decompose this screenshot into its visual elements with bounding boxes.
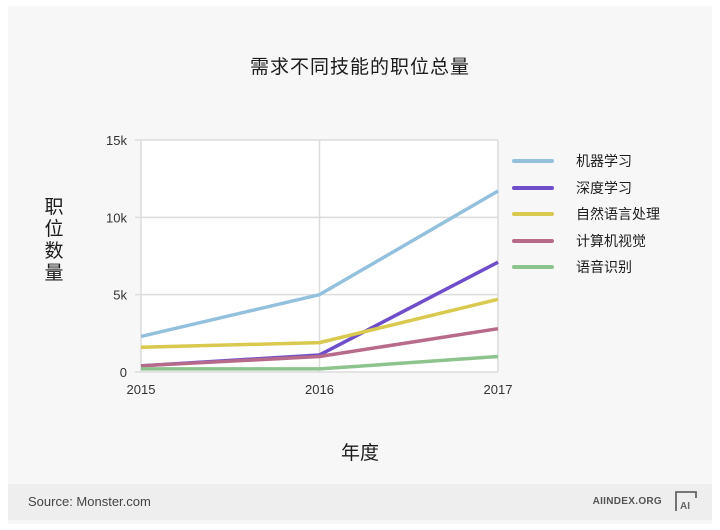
legend: 机器学习深度学习自然语言处理 计算机视觉语音识别	[512, 148, 660, 281]
series-line	[140, 297, 499, 350]
source-text: Source: Monster.com	[28, 494, 151, 509]
y-tick-label: 5k	[113, 288, 127, 303]
y-axis-label-char: 位	[44, 218, 64, 240]
svg-text:AI: AI	[680, 501, 690, 512]
footer: Source: Monster.com AIINDEX.ORG AI	[8, 484, 712, 520]
series-line	[140, 189, 499, 339]
legend-label: 自然语言处理	[576, 207, 660, 224]
legend-label: 语音识别	[576, 260, 632, 277]
x-tick-label: 2016	[305, 382, 334, 397]
legend-item[interactable]: 计算机视觉	[512, 228, 660, 255]
x-tick-label: 2017	[484, 382, 513, 397]
x-axis-label: 年度	[0, 438, 720, 465]
legend-swatch-icon	[512, 265, 554, 270]
ai-index-logo-icon: AI	[675, 491, 697, 512]
series-line	[141, 354, 499, 371]
y-axis-label-char: 数	[44, 240, 64, 262]
legend-item[interactable]: 自然语言处理	[512, 201, 660, 228]
y-axis-label-char: 职	[44, 196, 64, 218]
x-tick-label: 2015	[127, 382, 156, 397]
y-axis-label-char: 量	[44, 262, 64, 284]
series-line	[140, 326, 499, 368]
y-axis-ticks: 0 5k 10k 15k	[106, 133, 127, 380]
legend-item[interactable]: 语音识别	[512, 254, 660, 281]
y-tick-label: 15k	[106, 133, 127, 148]
legend-label: 深度学习	[576, 180, 632, 197]
legend-item[interactable]: 深度学习	[512, 175, 660, 202]
legend-item[interactable]: 机器学习	[512, 148, 660, 175]
x-axis-ticks: 2015 2016 2017	[127, 382, 513, 397]
legend-swatch-icon	[512, 212, 554, 217]
legend-swatch-icon	[512, 159, 554, 164]
legend-label: 机器学习	[576, 154, 632, 171]
data-lines	[140, 189, 499, 371]
y-tick-label: 0	[120, 365, 127, 380]
y-tick-label: 10k	[106, 210, 127, 225]
legend-swatch-icon	[512, 185, 554, 190]
site-link[interactable]: AIINDEX.ORG	[592, 496, 662, 507]
x-axis-label-text: 年度	[340, 442, 379, 464]
legend-label: 计算机视觉	[576, 233, 646, 250]
chart-title: 需求不同技能的职位总量	[249, 56, 470, 78]
y-axis-label: 职位数量	[42, 196, 66, 284]
legend-swatch-icon	[512, 238, 554, 243]
